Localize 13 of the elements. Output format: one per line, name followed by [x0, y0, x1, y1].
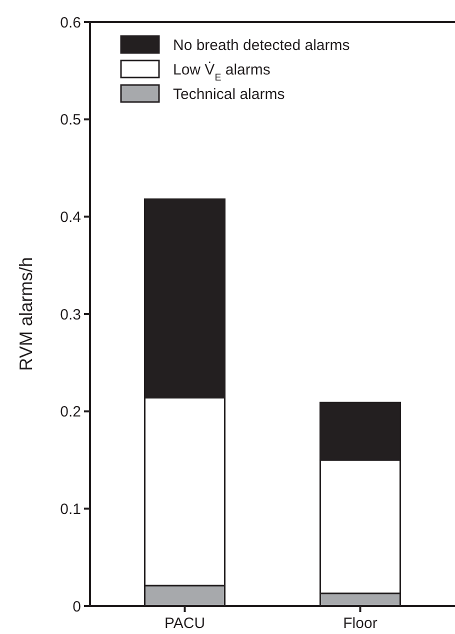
legend-label: No breath detected alarms — [173, 37, 350, 54]
x-tick-label: Floor — [343, 615, 378, 632]
y-axis-title: RVM alarms/h — [16, 257, 36, 371]
y-tick-label: 0.1 — [60, 500, 81, 518]
y-tick-label: 0.3 — [60, 306, 81, 324]
y-tick-label: 0 — [72, 598, 81, 616]
y-tick-label: 0.5 — [60, 112, 81, 129]
y-tick-label: 0.2 — [60, 404, 81, 421]
y-tick-label: 0.6 — [60, 14, 81, 32]
legend-label: Low V̇$_{E}$ alarms — [173, 61, 270, 83]
legend-label: Technical alarms — [173, 86, 285, 103]
y-tick-label: 0.4 — [60, 208, 81, 226]
x-tick-label: PACU — [164, 615, 206, 632]
